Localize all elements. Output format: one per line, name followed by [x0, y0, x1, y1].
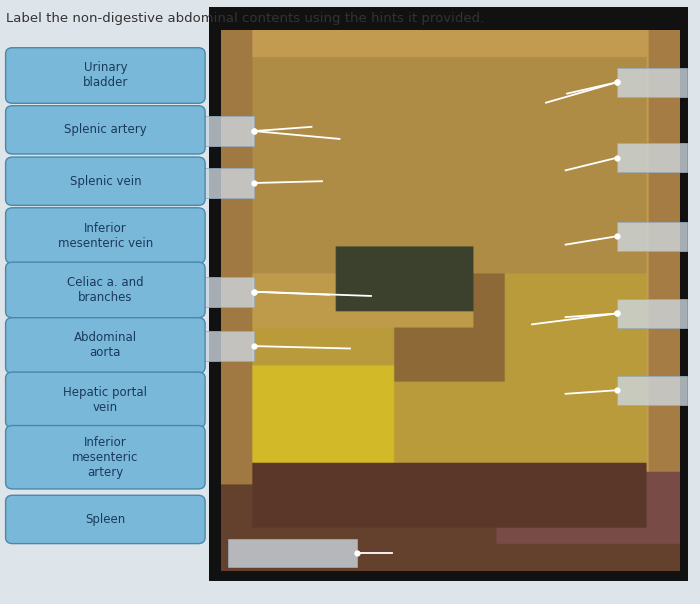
FancyBboxPatch shape: [6, 208, 205, 263]
FancyBboxPatch shape: [202, 277, 254, 307]
Text: Spleen: Spleen: [85, 513, 125, 526]
Text: Label the non-digestive abdominal contents using the hints it provided.: Label the non-digestive abdominal conten…: [6, 12, 484, 25]
Text: Hepatic portal
vein: Hepatic portal vein: [63, 386, 147, 414]
FancyBboxPatch shape: [6, 495, 205, 544]
Text: Celiac a. and
branches: Celiac a. and branches: [67, 276, 144, 304]
FancyBboxPatch shape: [6, 318, 205, 373]
FancyBboxPatch shape: [209, 7, 688, 581]
FancyBboxPatch shape: [228, 539, 357, 567]
Text: Splenic vein: Splenic vein: [69, 175, 141, 188]
Text: Urinary
bladder: Urinary bladder: [83, 62, 128, 89]
FancyBboxPatch shape: [617, 68, 687, 97]
FancyBboxPatch shape: [6, 157, 205, 205]
Text: Abdominal
aorta: Abdominal aorta: [74, 332, 137, 359]
FancyBboxPatch shape: [6, 48, 205, 103]
Text: Splenic artery: Splenic artery: [64, 123, 147, 137]
FancyBboxPatch shape: [202, 168, 254, 198]
FancyBboxPatch shape: [617, 143, 687, 172]
FancyBboxPatch shape: [202, 116, 254, 146]
Text: Inferior
mesenteric vein: Inferior mesenteric vein: [57, 222, 153, 249]
FancyBboxPatch shape: [6, 372, 205, 428]
FancyBboxPatch shape: [6, 262, 205, 318]
FancyBboxPatch shape: [6, 106, 205, 154]
Text: Inferior
mesenteric
artery: Inferior mesenteric artery: [72, 435, 139, 479]
FancyBboxPatch shape: [617, 376, 687, 405]
FancyBboxPatch shape: [6, 425, 205, 489]
FancyBboxPatch shape: [617, 222, 687, 251]
FancyBboxPatch shape: [617, 299, 687, 328]
FancyBboxPatch shape: [202, 331, 254, 361]
